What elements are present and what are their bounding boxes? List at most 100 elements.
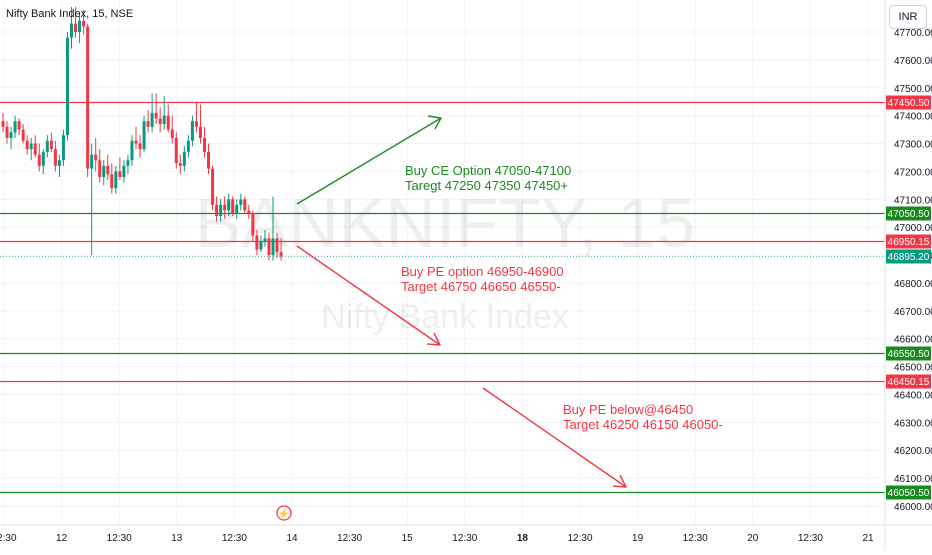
annotation-ce-line-1[interactable]: Buy CE Option 47050-47100 bbox=[405, 163, 571, 178]
candle[interactable] bbox=[78, 12, 82, 44]
candle[interactable] bbox=[235, 199, 239, 219]
arrow-down-red-2[interactable] bbox=[482, 387, 628, 488]
candle[interactable] bbox=[182, 146, 186, 172]
candle[interactable] bbox=[130, 135, 134, 166]
candle[interactable] bbox=[203, 126, 206, 158]
level-badge-label: 46550.50 bbox=[888, 349, 930, 360]
candle[interactable] bbox=[211, 165, 215, 211]
candle[interactable] bbox=[150, 93, 154, 133]
candle[interactable] bbox=[231, 196, 235, 217]
candle[interactable] bbox=[170, 115, 174, 144]
x-tick-label: 12:30 bbox=[337, 533, 362, 544]
arrow-up-green[interactable] bbox=[296, 115, 443, 205]
candle[interactable] bbox=[33, 135, 37, 158]
candle[interactable] bbox=[186, 135, 190, 158]
candle[interactable] bbox=[122, 160, 126, 183]
candle[interactable] bbox=[158, 107, 162, 133]
y-tick-label: 46700.00 bbox=[894, 307, 932, 318]
annotation-pe-line-2[interactable]: Target 46750 46650 46550- bbox=[401, 279, 561, 294]
candle[interactable] bbox=[198, 104, 202, 144]
candle-body bbox=[1, 121, 5, 127]
candle[interactable] bbox=[279, 238, 283, 261]
arrows bbox=[296, 115, 628, 488]
candle[interactable] bbox=[166, 104, 170, 133]
candle[interactable] bbox=[57, 154, 61, 177]
candle[interactable] bbox=[126, 154, 130, 175]
candle[interactable] bbox=[251, 210, 255, 242]
candle[interactable] bbox=[174, 132, 178, 169]
candle[interactable] bbox=[247, 204, 251, 219]
candle[interactable] bbox=[98, 149, 102, 183]
symbol-info: Nifty Bank Index, 15, NSE bbox=[6, 8, 133, 20]
annotation-pe-below-line-2[interactable]: Target 46250 46150 46050- bbox=[563, 417, 723, 432]
arrow-down-red-1[interactable] bbox=[296, 245, 442, 346]
candle-body bbox=[126, 160, 130, 166]
candle[interactable] bbox=[154, 93, 158, 125]
candle[interactable] bbox=[21, 124, 25, 144]
annotation-pe-below-line-1[interactable]: Buy PE below@46450 bbox=[563, 402, 693, 417]
candle-body bbox=[146, 121, 150, 127]
candle[interactable] bbox=[53, 140, 57, 172]
candle[interactable] bbox=[255, 229, 259, 256]
candle[interactable] bbox=[219, 199, 223, 222]
candle[interactable] bbox=[142, 115, 146, 152]
y-tick-label: 47700.00 bbox=[894, 28, 932, 39]
watermark-name: Nifty Bank Index bbox=[321, 298, 569, 336]
candle[interactable] bbox=[90, 143, 94, 256]
candle[interactable] bbox=[207, 143, 211, 175]
candle[interactable] bbox=[267, 232, 271, 261]
candle[interactable] bbox=[215, 196, 219, 222]
candle[interactable] bbox=[110, 163, 114, 194]
candle[interactable] bbox=[45, 135, 49, 158]
candle[interactable] bbox=[275, 232, 279, 258]
annotation-ce-line-2[interactable]: Taregt 47250 47350 47450+ bbox=[405, 178, 568, 193]
candle[interactable] bbox=[41, 149, 45, 175]
candle[interactable] bbox=[114, 165, 118, 194]
candle[interactable] bbox=[94, 137, 98, 172]
candle[interactable] bbox=[134, 126, 138, 150]
candle[interactable] bbox=[106, 154, 110, 180]
candle[interactable] bbox=[102, 160, 106, 186]
candle[interactable] bbox=[1, 112, 5, 133]
candle[interactable] bbox=[227, 193, 231, 217]
candle[interactable] bbox=[190, 115, 194, 147]
candle[interactable] bbox=[162, 96, 166, 130]
candle[interactable] bbox=[118, 157, 122, 180]
candle[interactable] bbox=[5, 121, 9, 144]
y-tick-label: 46400.00 bbox=[894, 390, 932, 401]
candle[interactable] bbox=[70, 6, 74, 49]
level-badge-label: 46050.50 bbox=[888, 488, 930, 499]
horizontal-levels bbox=[0, 101, 885, 494]
candle[interactable] bbox=[138, 135, 142, 158]
candle[interactable] bbox=[13, 115, 17, 138]
candle[interactable] bbox=[263, 229, 267, 247]
x-tick-label: 12:30 bbox=[683, 533, 708, 544]
candle[interactable] bbox=[49, 132, 53, 152]
y-tick-label: 47600.00 bbox=[894, 56, 932, 67]
candle[interactable] bbox=[86, 23, 90, 177]
candle-body bbox=[174, 137, 178, 164]
candle[interactable] bbox=[82, 9, 86, 35]
candle[interactable] bbox=[61, 129, 65, 166]
candle[interactable] bbox=[65, 32, 69, 141]
candle[interactable] bbox=[194, 101, 198, 133]
candle[interactable] bbox=[243, 196, 247, 214]
candle[interactable] bbox=[9, 126, 13, 150]
candle[interactable] bbox=[74, 6, 78, 38]
candles bbox=[1, 6, 283, 261]
candle[interactable] bbox=[259, 235, 263, 253]
candle[interactable] bbox=[37, 143, 41, 172]
annotation-pe-line-1[interactable]: Buy PE option 46950-46900 bbox=[401, 264, 564, 279]
candle[interactable] bbox=[223, 196, 227, 219]
candle[interactable] bbox=[29, 137, 33, 161]
candle[interactable] bbox=[239, 193, 243, 211]
candle[interactable] bbox=[25, 135, 29, 155]
dividends-marker[interactable]: ⚡ bbox=[276, 505, 292, 521]
currency-selector[interactable]: INR bbox=[889, 5, 927, 29]
candle[interactable] bbox=[178, 154, 182, 175]
candle[interactable] bbox=[146, 110, 150, 133]
candle[interactable] bbox=[17, 118, 21, 136]
candle[interactable] bbox=[271, 196, 275, 261]
